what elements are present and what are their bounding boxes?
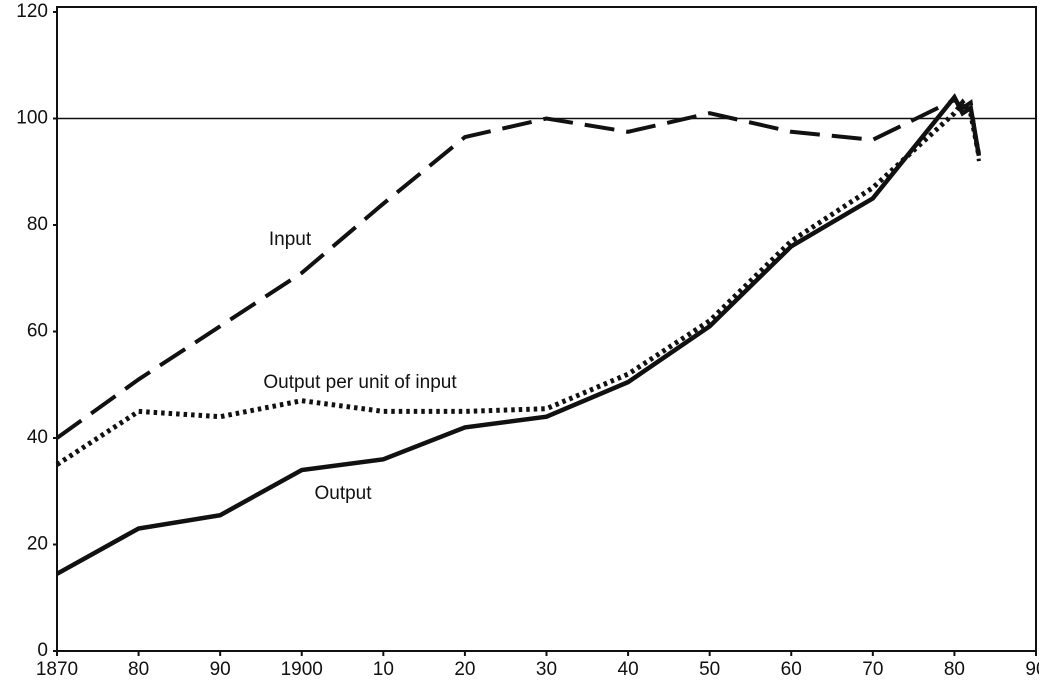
series-label: Output per unit of input <box>263 372 457 393</box>
x-tick-label: 80 <box>944 659 965 680</box>
y-tick-label: 80 <box>27 214 48 235</box>
x-tick-label: 90 <box>1025 659 1039 680</box>
plot-frame <box>56 6 1037 652</box>
y-tick-label: 120 <box>16 1 48 22</box>
series-label: Input <box>269 229 312 250</box>
series-line <box>55 97 981 440</box>
y-tick-label: 100 <box>16 108 48 129</box>
y-tick-label: 40 <box>27 427 48 448</box>
y-tick-label: 0 <box>37 640 48 661</box>
x-tick-label: 90 <box>210 659 231 680</box>
x-tick-label: 1900 <box>281 659 323 680</box>
y-tick-label: 60 <box>27 321 48 342</box>
x-tick-label: 70 <box>862 659 883 680</box>
x-tick-label: 40 <box>618 659 639 680</box>
x-tick-label: 1870 <box>36 659 78 680</box>
x-tick-label: 80 <box>128 659 149 680</box>
x-tick-label: 10 <box>373 659 394 680</box>
x-tick-label: 50 <box>699 659 720 680</box>
x-tick-label: 60 <box>781 659 802 680</box>
series-line <box>55 93 982 576</box>
x-tick-label: 20 <box>454 659 475 680</box>
series-label: Output <box>314 483 372 504</box>
y-tick-label: 20 <box>27 534 48 555</box>
x-tick-label: 30 <box>536 659 557 680</box>
series-line <box>55 98 982 467</box>
